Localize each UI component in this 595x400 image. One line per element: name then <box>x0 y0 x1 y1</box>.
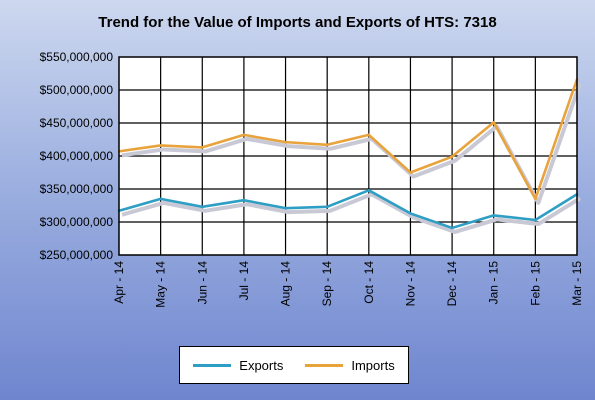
x-tick-label: Apr - 14 <box>112 261 126 304</box>
x-tick-label: Oct - 14 <box>362 261 376 304</box>
x-axis-tick-labels: Apr - 14 May - 14 Jun - 14 Jul - 14 Aug - 14… <box>112 261 584 308</box>
legend-swatch-imports <box>305 363 344 367</box>
y-tick-label: $500,000,000 <box>40 83 114 97</box>
data-point-exports <box>325 205 329 209</box>
data-point-exports <box>200 205 204 209</box>
data-point-imports <box>284 140 287 144</box>
legend-item-imports: Imports <box>305 357 395 373</box>
x-tick-label: Jun - 14 <box>195 261 209 305</box>
data-point-exports <box>242 198 246 202</box>
data-point-imports <box>242 133 246 137</box>
data-point-imports <box>534 197 537 201</box>
legend-label-imports: Imports <box>351 357 395 373</box>
data-point-imports <box>200 146 204 149</box>
series-line-exports <box>118 189 578 230</box>
data-point-exports <box>284 206 287 210</box>
x-tick-label: Jan - 15 <box>487 261 501 305</box>
y-tick-label: $550,000,000 <box>40 50 114 64</box>
data-point-exports <box>450 226 454 230</box>
y-tick-label: $250,000,000 <box>40 248 114 262</box>
y-tick-label: $450,000,000 <box>40 116 114 130</box>
data-point-exports <box>367 189 371 192</box>
chart-title: Trend for the Value of Imports and Expor… <box>98 14 497 31</box>
data-point-imports <box>450 155 454 158</box>
data-point-imports <box>409 171 412 174</box>
data-point-imports <box>492 121 496 124</box>
y-axis-tick-labels: $250,000,000 $300,000,000 $350,000,000 $400… <box>40 50 114 262</box>
y-tick-label: $350,000,000 <box>40 182 114 196</box>
x-tick-label: Feb - 15 <box>528 261 542 306</box>
x-tick-label: Dec - 14 <box>445 261 459 307</box>
data-point-exports <box>409 212 412 215</box>
x-tick-label: Sep - 14 <box>320 261 334 307</box>
x-tick-label: Nov - 14 <box>403 261 417 307</box>
legend-label-exports: Exports <box>239 357 284 373</box>
legend-swatch-exports <box>193 363 232 367</box>
data-point-imports <box>367 133 371 137</box>
data-point-exports <box>159 197 162 201</box>
data-point-imports <box>325 143 329 147</box>
plot-border <box>118 56 578 256</box>
x-tick-label: Aug - 14 <box>279 261 293 307</box>
data-point-exports <box>534 218 537 222</box>
x-tick-label: May - 14 <box>154 261 168 308</box>
data-point-exports <box>492 214 496 217</box>
series-shadow-exports <box>121 192 582 234</box>
y-tick-label: $400,000,000 <box>40 149 114 163</box>
y-tick-label: $300,000,000 <box>40 215 114 229</box>
legend-item-exports: Exports <box>193 358 283 373</box>
data-point-imports <box>159 144 162 147</box>
x-tick-label: Mar - 15 <box>570 261 584 306</box>
legend: Exports Imports <box>179 346 409 384</box>
x-tick-label: Jul - 14 <box>237 261 251 301</box>
series-line-imports <box>118 79 579 201</box>
